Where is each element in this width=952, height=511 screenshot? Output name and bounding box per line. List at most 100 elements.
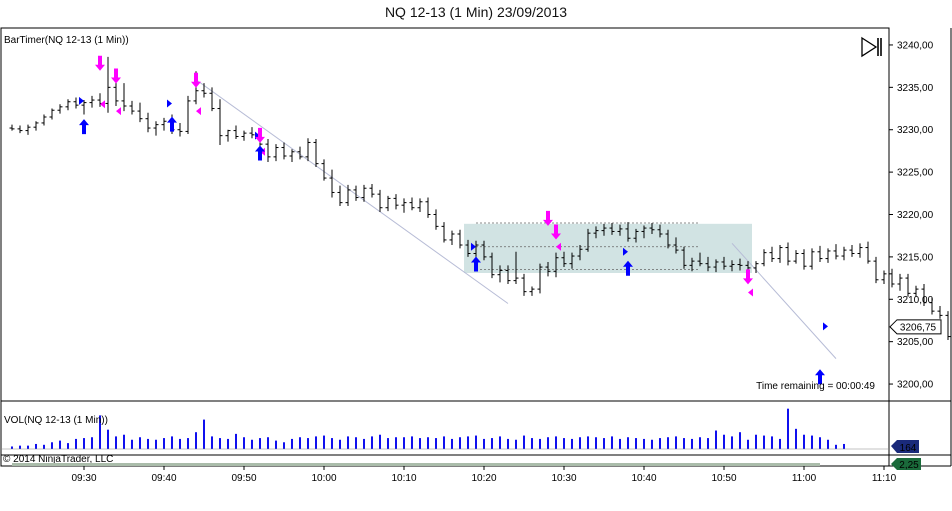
sell-arrow-icon <box>95 55 105 71</box>
sell-flag <box>100 100 105 109</box>
volume-bar <box>523 435 525 449</box>
signal-arrows <box>79 55 825 385</box>
volume-bar <box>19 445 21 449</box>
volume-bar <box>675 436 677 449</box>
volume-bar <box>267 437 269 449</box>
volume-bar <box>731 436 733 449</box>
volume-bar <box>595 437 597 449</box>
volume-bar <box>443 436 445 449</box>
volume-bar <box>315 436 317 449</box>
volume-bar <box>363 438 365 449</box>
copyright-panel: © 2014 NinjaTrader, LLC 2,25 <box>3 454 921 471</box>
volume-bar <box>203 419 205 449</box>
price-bars <box>9 56 951 340</box>
sell-flag <box>556 242 561 251</box>
price-axis-label: 3210,00 <box>897 295 934 306</box>
copyright-text: © 2014 NinjaTrader, LLC <box>3 454 113 465</box>
volume-bar <box>107 429 109 449</box>
volume-bar <box>323 435 325 449</box>
price-axis-label: 3205,00 <box>897 337 934 348</box>
time-axis-label: 10:40 <box>631 473 656 484</box>
volume-bar <box>827 439 829 449</box>
play-icon[interactable] <box>861 36 878 58</box>
volume-panel[interactable]: VOL(NQ 12-13 (1 Min)) 164 <box>1 408 919 454</box>
volume-bar <box>379 434 381 449</box>
time-axis-label: 10:20 <box>471 473 496 484</box>
volume-bars <box>1 408 889 450</box>
second-value-tag-shape <box>891 458 921 470</box>
volume-bar <box>115 436 117 449</box>
sell-arrow-icon <box>255 127 265 143</box>
volume-bar <box>843 443 845 449</box>
volume-bar <box>787 408 789 449</box>
volume-bar <box>403 437 405 449</box>
volume-bar <box>347 436 349 449</box>
sell-arrow-icon <box>543 210 553 226</box>
volume-bar <box>195 432 197 449</box>
volume-bar <box>291 438 293 449</box>
volume-bar <box>795 428 797 449</box>
sell-flag <box>748 288 753 297</box>
time-remaining-text: Time remaining = 00:00:49 <box>756 381 875 392</box>
volume-bar <box>283 442 285 449</box>
volume-bar <box>371 436 373 449</box>
volume-bar <box>467 436 469 449</box>
volume-bar <box>299 437 301 449</box>
time-axis[interactable]: 09:30 09:40 09:50 10:00 10:10 10:20 10:30 10:40… <box>71 466 897 484</box>
price-panel[interactable]: BarTimer(NQ 12-13 (1 Min)) Time remainin… <box>4 35 952 392</box>
volume-bar <box>99 415 101 449</box>
price-axis-label: 3225,00 <box>897 168 934 179</box>
signal-flags <box>79 96 828 331</box>
volume-bar <box>147 438 149 449</box>
volume-bar <box>563 438 565 449</box>
buy-arrow-icon <box>167 116 177 132</box>
volume-bar <box>603 438 605 449</box>
buy-arrow-icon <box>623 260 633 276</box>
volume-bar <box>235 433 237 449</box>
volume-bar <box>547 437 549 449</box>
volume-bar <box>587 436 589 449</box>
volume-bar <box>419 438 421 449</box>
range-box[interactable] <box>464 223 752 273</box>
volume-bar <box>411 436 413 449</box>
volume-bar <box>811 435 813 449</box>
volume-bar <box>67 443 69 449</box>
buy-arrow-icon <box>471 256 481 272</box>
buy-arrow-icon <box>815 369 825 385</box>
volume-bar <box>307 438 309 449</box>
buy-arrow-icon <box>79 119 89 135</box>
play-pause-button[interactable] <box>861 36 882 58</box>
volume-bar <box>483 438 485 449</box>
volume-bar <box>611 436 613 449</box>
time-axis-label: 10:00 <box>311 473 336 484</box>
volume-bar <box>155 439 157 449</box>
volume-bar <box>499 436 501 449</box>
buy-flag <box>823 322 828 331</box>
last-price-label: 3206,75 <box>900 322 937 333</box>
volume-bar <box>659 438 661 449</box>
sell-arrow-icon <box>191 72 201 88</box>
time-axis-label: 11:00 <box>792 473 817 484</box>
volume-bar <box>259 438 261 449</box>
volume-bar <box>667 437 669 449</box>
price-axis-label: 3220,00 <box>897 210 934 221</box>
volume-bar <box>635 438 637 449</box>
time-axis-label: 09:50 <box>231 473 256 484</box>
time-axis-label: 09:40 <box>151 473 176 484</box>
volume-bar <box>715 430 717 449</box>
trend-lines[interactable] <box>195 79 837 359</box>
plot-border <box>0 27 890 467</box>
price-axis[interactable]: 3200,00 3205,00 3210,00 3215,00 3220,00 3225,… <box>889 40 934 391</box>
volume-bar <box>507 438 509 449</box>
volume-bar <box>803 434 805 449</box>
volume-bar <box>355 437 357 449</box>
volume-bar <box>435 438 437 449</box>
buy-arrow-icon <box>255 145 265 161</box>
price-indicator-label: BarTimer(NQ 12-13 (1 Min)) <box>4 35 129 46</box>
volume-bar <box>835 444 837 449</box>
volume-bar <box>707 438 709 449</box>
volume-bar <box>227 438 229 449</box>
volume-bar <box>131 439 133 449</box>
buy-flag <box>167 99 172 108</box>
